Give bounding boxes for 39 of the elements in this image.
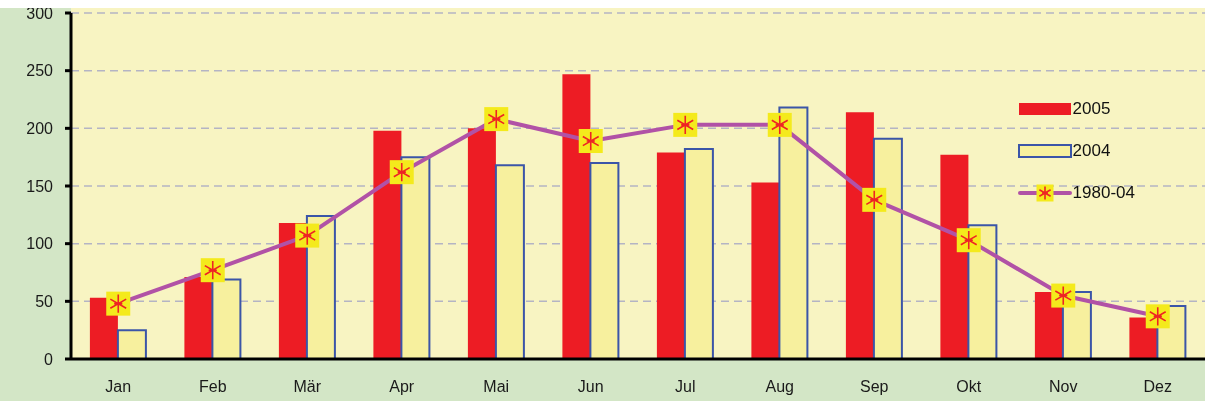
bar — [845, 112, 874, 359]
x-tick-label: Mai — [483, 378, 510, 396]
bar — [656, 152, 685, 359]
bar — [940, 154, 969, 359]
bar — [400, 156, 431, 359]
bar — [562, 74, 591, 359]
bar — [211, 278, 242, 359]
legend-label: 1980-04 — [1072, 183, 1135, 203]
legend-label: 2004 — [1072, 141, 1111, 161]
bar — [589, 161, 620, 359]
bar — [184, 277, 213, 359]
bar — [683, 148, 714, 359]
legend-label: 2005 — [1072, 99, 1111, 119]
x-tick-label: Apr — [389, 378, 415, 396]
y-tick-label: 200 — [26, 120, 54, 138]
y-tick-label: 50 — [35, 293, 54, 311]
x-tick-label: Jan — [105, 378, 132, 396]
x-tick-label: Sep — [860, 378, 889, 396]
x-tick-label: Feb — [198, 378, 227, 396]
x-tick-label: Aug — [765, 378, 794, 396]
y-tick-label: 0 — [44, 350, 54, 368]
bar — [373, 130, 402, 359]
x-tick-label: Nov — [1049, 378, 1078, 396]
bar — [305, 214, 336, 359]
x-tick-label: Jul — [675, 378, 696, 396]
bar — [467, 128, 496, 359]
bar — [494, 164, 525, 359]
x-tick-label: Mär — [293, 378, 322, 396]
bar — [872, 137, 903, 359]
x-tick-label: Okt — [956, 378, 982, 396]
y-tick-label: 250 — [26, 62, 54, 80]
bar — [116, 329, 147, 359]
y-tick-label: 300 — [26, 4, 54, 22]
bar — [778, 106, 809, 359]
y-tick-label: 100 — [26, 235, 54, 253]
bar — [751, 182, 780, 359]
x-tick-label: Dez — [1143, 378, 1172, 396]
x-tick-label: Jun — [577, 378, 604, 396]
y-tick-label: 150 — [26, 177, 54, 195]
